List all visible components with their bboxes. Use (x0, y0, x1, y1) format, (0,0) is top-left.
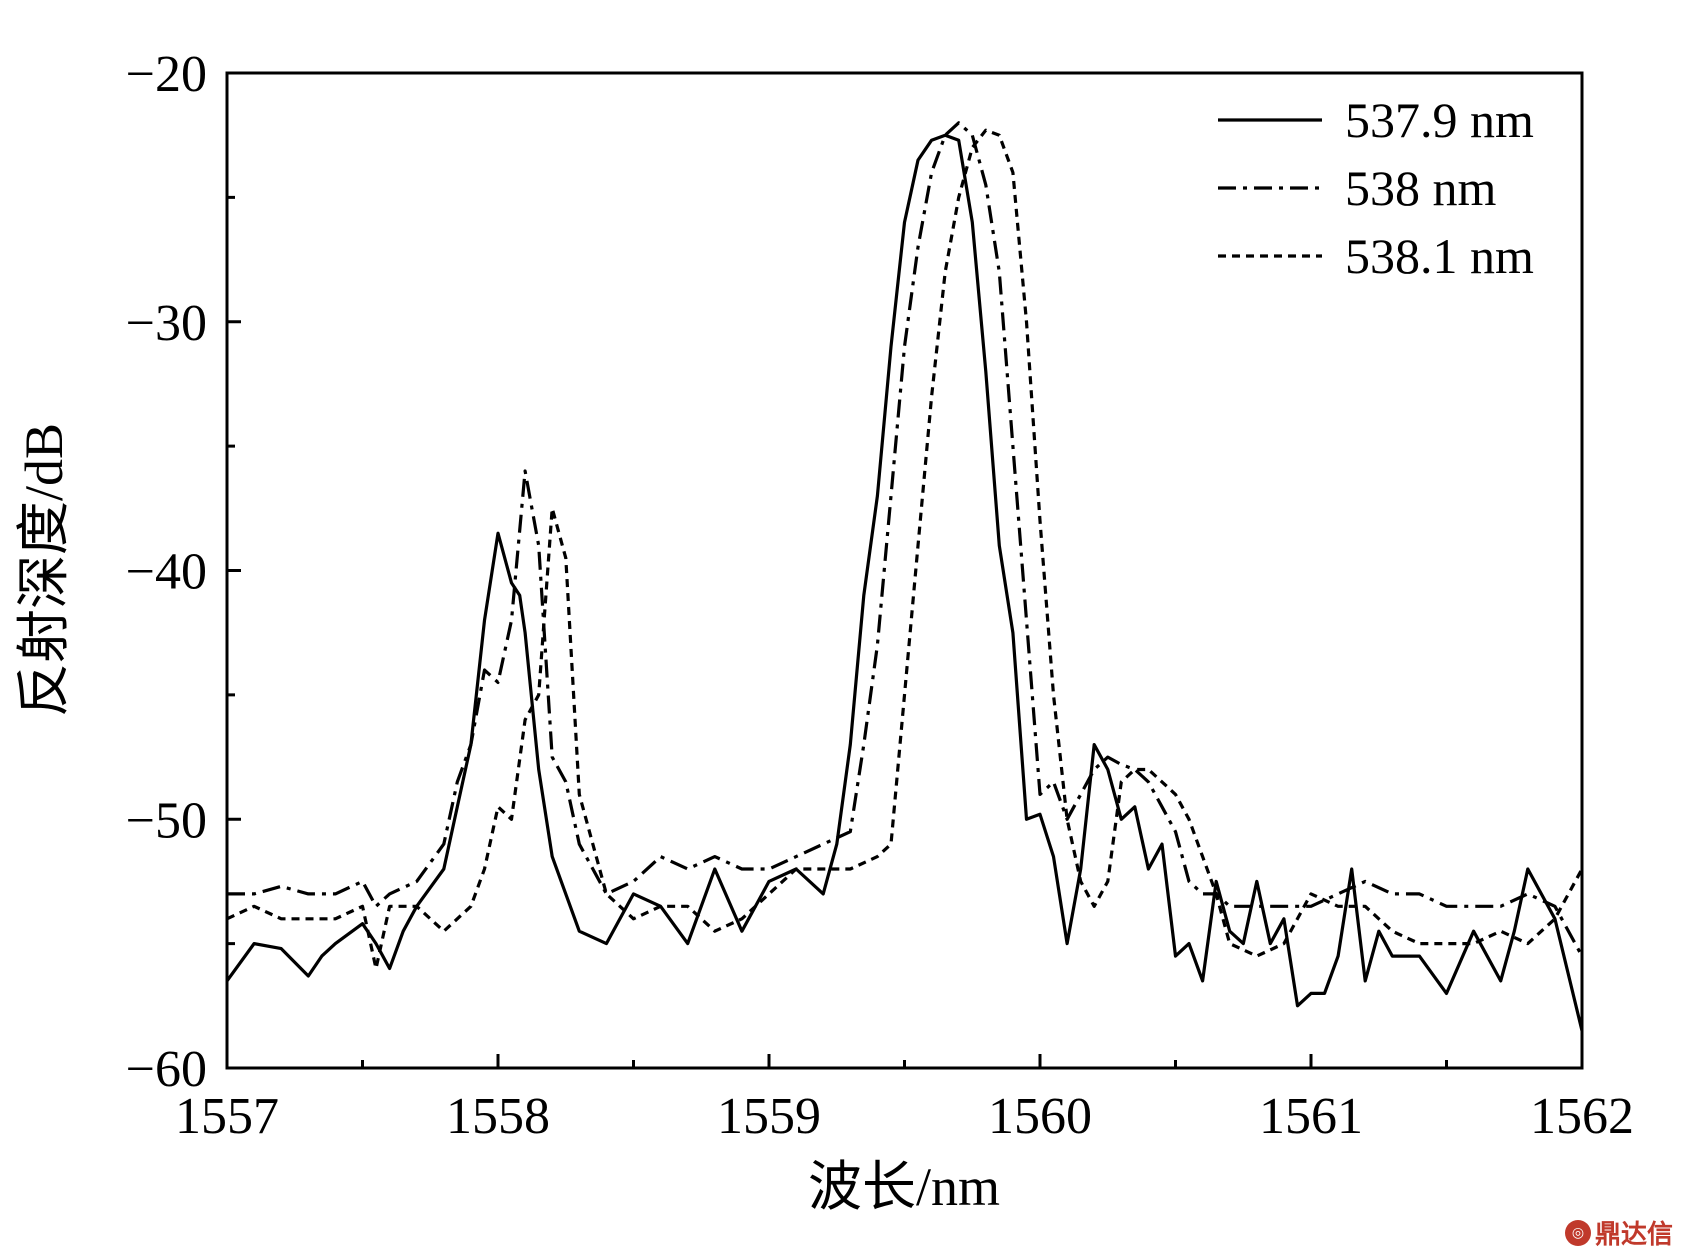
y-tick-label: −20 (126, 46, 207, 103)
legend: 537.9 nm 538 nm 538.1 nm (1218, 92, 1534, 284)
y-tick-label: −30 (126, 295, 207, 352)
series-line-1 (225, 133, 1584, 1032)
y-tick-labels: −20 −30 −40 −50 −60 (126, 46, 207, 1098)
x-tick-label: 1557 (175, 1088, 279, 1145)
x-tick-label: 1561 (1259, 1088, 1363, 1145)
y-tick-label: −60 (126, 1041, 207, 1098)
x-tick-label: 1558 (446, 1088, 550, 1145)
y-axis-title: 反射深度/dB (14, 423, 74, 717)
legend-label: 537.9 nm (1345, 92, 1534, 148)
x-tick-label: 1562 (1530, 1088, 1634, 1145)
x-axis-title: 波长/nm (808, 1157, 1000, 1217)
legend-label: 538 nm (1345, 160, 1497, 216)
watermark: ◎ 鼎达信 (1564, 1214, 1673, 1251)
x-tick-labels: 1557 1558 1559 1560 1561 1562 (175, 1088, 1634, 1145)
series-line-3 (226, 128, 1584, 971)
y-tick-label: −50 (126, 792, 207, 849)
legend-label: 538.1 nm (1345, 228, 1534, 284)
axis-ticks (225, 71, 1584, 1070)
watermark-text: 鼎达信 (1594, 1220, 1673, 1250)
watermark-logo-icon: ◎ (1564, 1219, 1591, 1246)
y-tick-label: −40 (126, 544, 207, 601)
x-tick-label: 1560 (988, 1088, 1092, 1145)
series-group (225, 121, 1584, 1032)
x-tick-label: 1559 (717, 1088, 821, 1145)
